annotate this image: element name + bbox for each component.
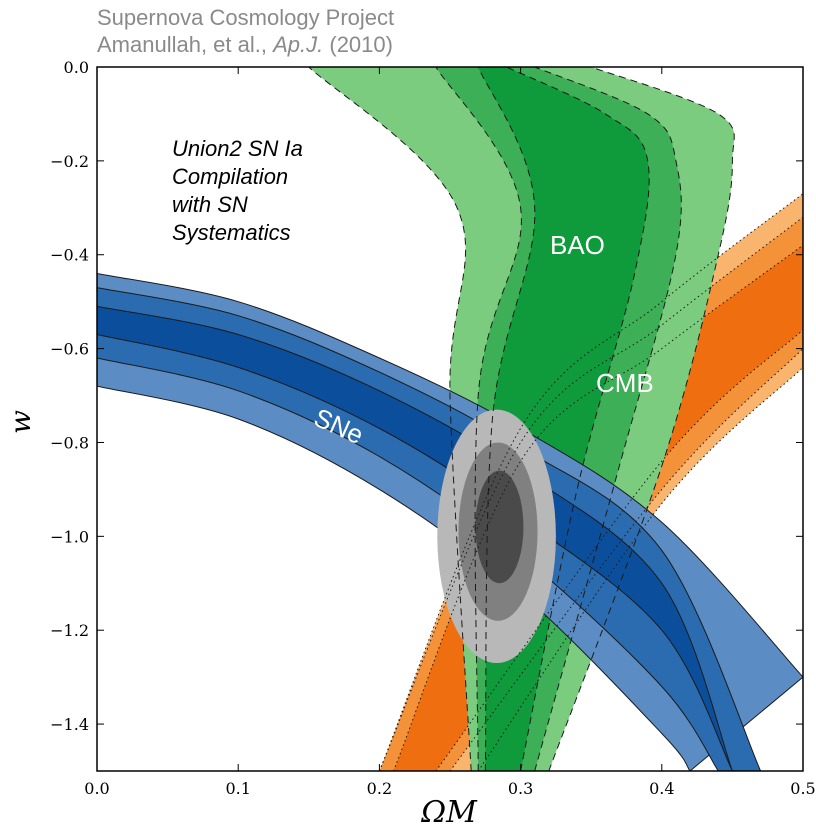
y-tick-label: −1.2 [50, 621, 89, 640]
credit-text: Supernova Cosmology Project Amanullah, e… [97, 4, 394, 58]
region-label-cmb: CMB [596, 368, 654, 398]
credit-line-1: Supernova Cosmology Project [97, 5, 395, 30]
x-tick-label: 0.2 [367, 779, 392, 798]
x-tick-label: 0.1 [225, 779, 250, 798]
y-tick-label: −0.2 [50, 152, 89, 171]
y-tick-label: −0.6 [50, 340, 89, 359]
y-tick-label: −0.4 [50, 246, 89, 265]
x-tick-label: 0.4 [649, 779, 674, 798]
region-label-bao: BAO [550, 230, 605, 260]
y-axis-label: w [4, 410, 37, 434]
cmb-contour-lines [378, 193, 803, 771]
credit-authors: Amanullah, et al., [97, 32, 274, 57]
bao-contour-left-2 [435, 67, 522, 771]
annotation-line-4: Systematics [172, 220, 291, 245]
bao-contour-right-3 [506, 67, 650, 771]
bao-contour-right-1 [548, 67, 735, 771]
y-tick-label: 0.0 [64, 58, 89, 77]
annotation-block: Union2 SN Ia Compilation with SN Systema… [172, 136, 303, 245]
credit-line-2: Amanullah, et al., Ap.J. (2010) [97, 31, 394, 58]
bao-contour-lines [308, 67, 735, 771]
x-axis-ticks: 0.0 0.1 0.2 0.3 0.4 0.5 [84, 67, 816, 798]
annotation-line-1: Union2 SN Ia [172, 136, 303, 161]
cmb-contour-upper-2 [378, 216, 803, 771]
y-axis-ticks: 0.0 −0.2 −0.4 −0.6 −0.8 −1.0 −1.2 −1.4 [50, 58, 803, 734]
credit-year: (2010) [323, 32, 393, 57]
annotation-line-2: Compilation [172, 164, 288, 189]
x-tick-label: 0.0 [84, 779, 109, 798]
credit-journal: Ap.J. [273, 32, 324, 57]
x-axis-label: ΩM [420, 795, 478, 830]
x-tick-label: 0.3 [508, 779, 533, 798]
plot-frame [96, 66, 804, 772]
x-tick-label: 0.5 [790, 779, 815, 798]
combined-region-3sigma [475, 470, 524, 584]
bao-contour-left-1 [308, 67, 472, 771]
y-tick-label: −1.0 [50, 527, 89, 546]
annotation-line-3: with SN [172, 192, 248, 217]
bao-contour-left-3 [477, 67, 536, 771]
confidence-regions [97, 67, 803, 771]
y-tick-label: −0.8 [50, 433, 89, 452]
y-tick-label: −1.4 [50, 715, 89, 734]
